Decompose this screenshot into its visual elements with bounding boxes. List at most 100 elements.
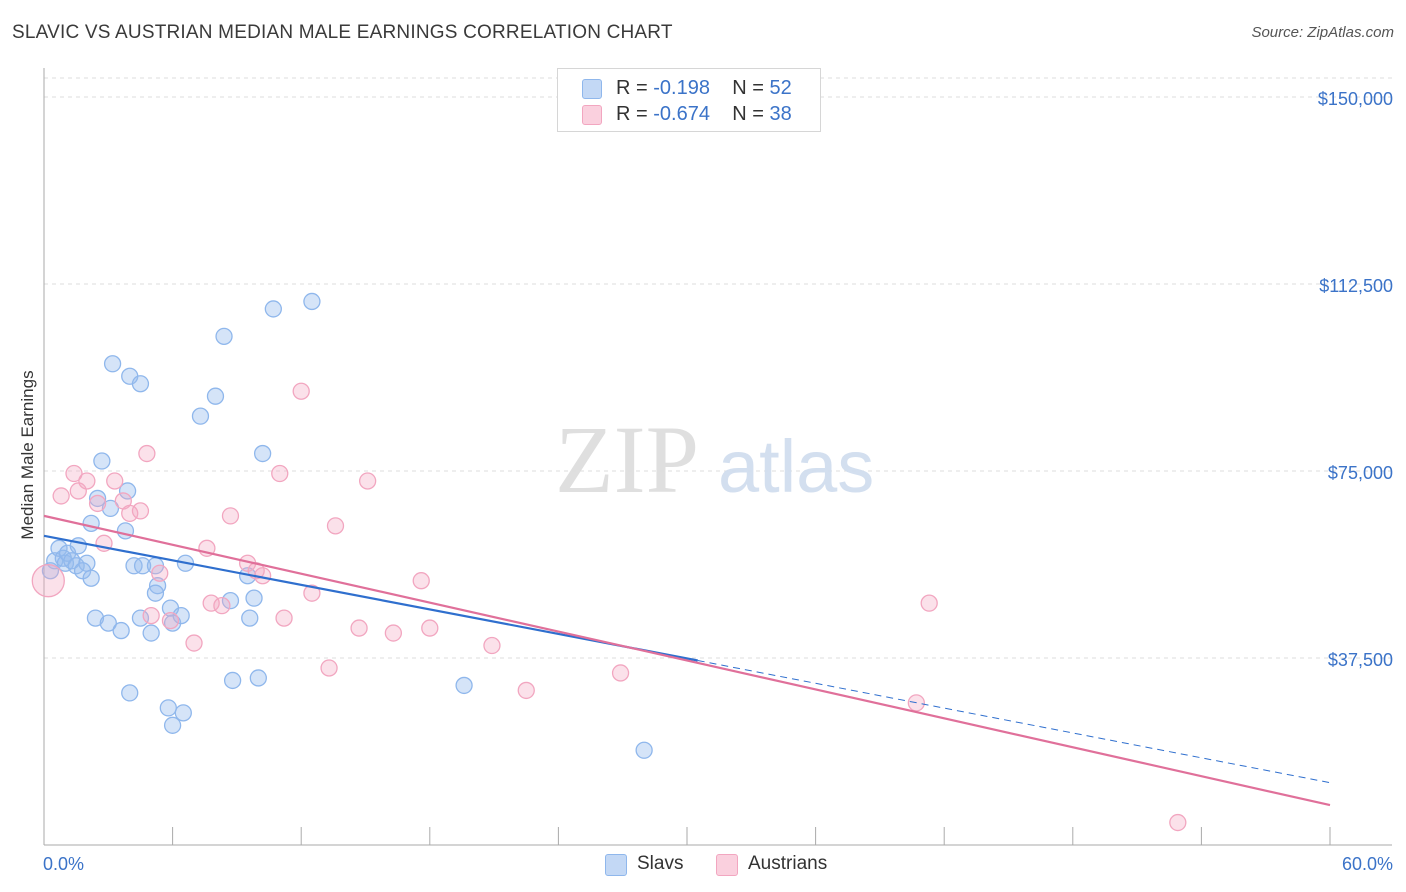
watermark-zip: ZIP: [555, 406, 699, 513]
austrians-point-19: [221, 507, 240, 525]
austrians-point-30: [358, 472, 377, 490]
slavs-point-21: [118, 482, 137, 500]
austrians-point-27: [320, 659, 338, 677]
austrians-point-0: [31, 564, 65, 598]
austrians-r-label: R =: [616, 103, 648, 125]
watermark-atlas: atlas: [718, 425, 874, 508]
austrians-n-value: 38: [769, 103, 792, 125]
slavs-point-48: [253, 444, 272, 463]
austrians-point-33: [421, 619, 439, 637]
austrians-r-value: -0.674: [653, 103, 710, 125]
austrians-legend-swatch: [716, 854, 738, 876]
slavs-point-46: [241, 609, 259, 627]
austrians-point-15: [185, 634, 203, 652]
austrians-point-35: [517, 681, 535, 700]
slavs-point-39: [121, 684, 139, 702]
slavs-point-50: [303, 292, 321, 311]
austrians-points: [31, 382, 1187, 832]
slavs-point-43: [223, 671, 242, 690]
austrians-trend-line: [43, 514, 1331, 807]
slavs-point-42: [174, 704, 192, 722]
slavs-point-16: [112, 621, 130, 640]
axes: [43, 68, 1392, 846]
slavs-point-22: [101, 499, 120, 518]
slavs-trend-line: [43, 534, 698, 662]
x-tick-label-start: 0.0%: [43, 854, 84, 874]
correlation-legend: R = -0.198 N = 52 R = -0.674 N = 38: [557, 68, 821, 132]
source-credit: Source: ZipAtlas.com: [1251, 24, 1394, 41]
austrians-point-24: [275, 609, 293, 627]
austrians-point-18: [213, 596, 231, 615]
austrians-legend-label: Austrians: [748, 853, 828, 874]
slavs-point-38: [221, 592, 240, 610]
slavs-point-49: [264, 300, 282, 318]
austrians-point-29: [350, 619, 368, 637]
austrians-point-28: [326, 517, 345, 535]
slavs-point-27: [131, 609, 150, 627]
austrians-point-12: [151, 564, 169, 582]
austrians-point-34: [483, 636, 501, 655]
slavs-trend-extension: [697, 660, 1331, 784]
austrians-point-5: [88, 494, 107, 513]
slavs-legend-label: Slavs: [637, 853, 684, 874]
y-axis-label: Median Male Earnings: [18, 370, 37, 540]
slavs-point-51: [455, 676, 473, 695]
austrians-point-7: [106, 472, 124, 490]
slavs-point-25: [133, 557, 152, 575]
austrians-point-26: [303, 584, 321, 602]
watermark: ZIP atlas: [555, 406, 874, 513]
austrians-point-1: [52, 487, 70, 505]
chart-title: SLAVIC VS AUSTRIAN MEDIAN MALE EARNINGS …: [12, 22, 673, 43]
slavs-point-13: [93, 452, 111, 470]
austrians-point-36: [611, 664, 630, 682]
austrians-point-17: [202, 594, 220, 612]
y-tick-labels: $37,500 $75,000 $112,500 $150,000: [1318, 89, 1393, 670]
austrians-point-38: [920, 594, 938, 612]
slavs-point-52: [635, 741, 653, 759]
slavs-legend-swatch: [605, 854, 627, 876]
austrians-point-23: [271, 464, 289, 483]
slavs-n-label: N =: [732, 77, 764, 99]
slavs-point-47: [245, 589, 263, 607]
x-tick-labels: 0.0% 60.0%: [43, 854, 1393, 874]
slavs-point-12: [88, 489, 107, 508]
y-tick-label-3: $150,000: [1318, 89, 1393, 109]
austrians-point-13: [142, 606, 160, 625]
trend-lines: [43, 514, 1331, 807]
austrians-point-32: [412, 572, 430, 590]
y-tick-label-1: $75,000: [1328, 463, 1393, 483]
austrians-n-label: N =: [732, 103, 764, 125]
austrians-point-25: [292, 382, 310, 400]
austrians-point-14: [161, 611, 180, 630]
slavs-point-0: [41, 562, 60, 580]
slavs-point-29: [146, 584, 165, 602]
y-tick-label-0: $37,500: [1328, 650, 1393, 670]
slavs-point-44: [249, 669, 267, 687]
slavs-point-40: [159, 699, 177, 717]
slavs-point-14: [86, 609, 105, 627]
austrians-point-10: [131, 502, 150, 520]
slavs-point-15: [99, 614, 117, 632]
austrians-point-9: [121, 504, 139, 523]
slavs-swatch: [582, 79, 602, 99]
slavs-point-37: [215, 327, 233, 346]
slavs-points: [41, 292, 653, 759]
series-legend: Slavs Austrians: [0, 852, 1406, 882]
austrians-point-39: [1169, 813, 1187, 832]
slavs-point-2: [50, 539, 68, 557]
austrians-point-31: [384, 624, 403, 642]
austrians-swatch: [582, 105, 602, 125]
austrians-point-11: [138, 444, 156, 463]
slavs-point-36: [206, 387, 225, 405]
slavs-point-41: [163, 716, 182, 734]
slavs-point-17: [82, 569, 100, 587]
austrians-point-2: [65, 464, 83, 483]
x-tick-label-end: 60.0%: [1342, 854, 1393, 874]
slavs-r-label: R =: [616, 77, 648, 99]
austrians-point-4: [78, 472, 96, 490]
slavs-point-30: [142, 624, 160, 642]
slavs-point-11: [82, 514, 100, 533]
slavs-point-20: [131, 375, 150, 393]
slavs-point-33: [172, 606, 190, 625]
